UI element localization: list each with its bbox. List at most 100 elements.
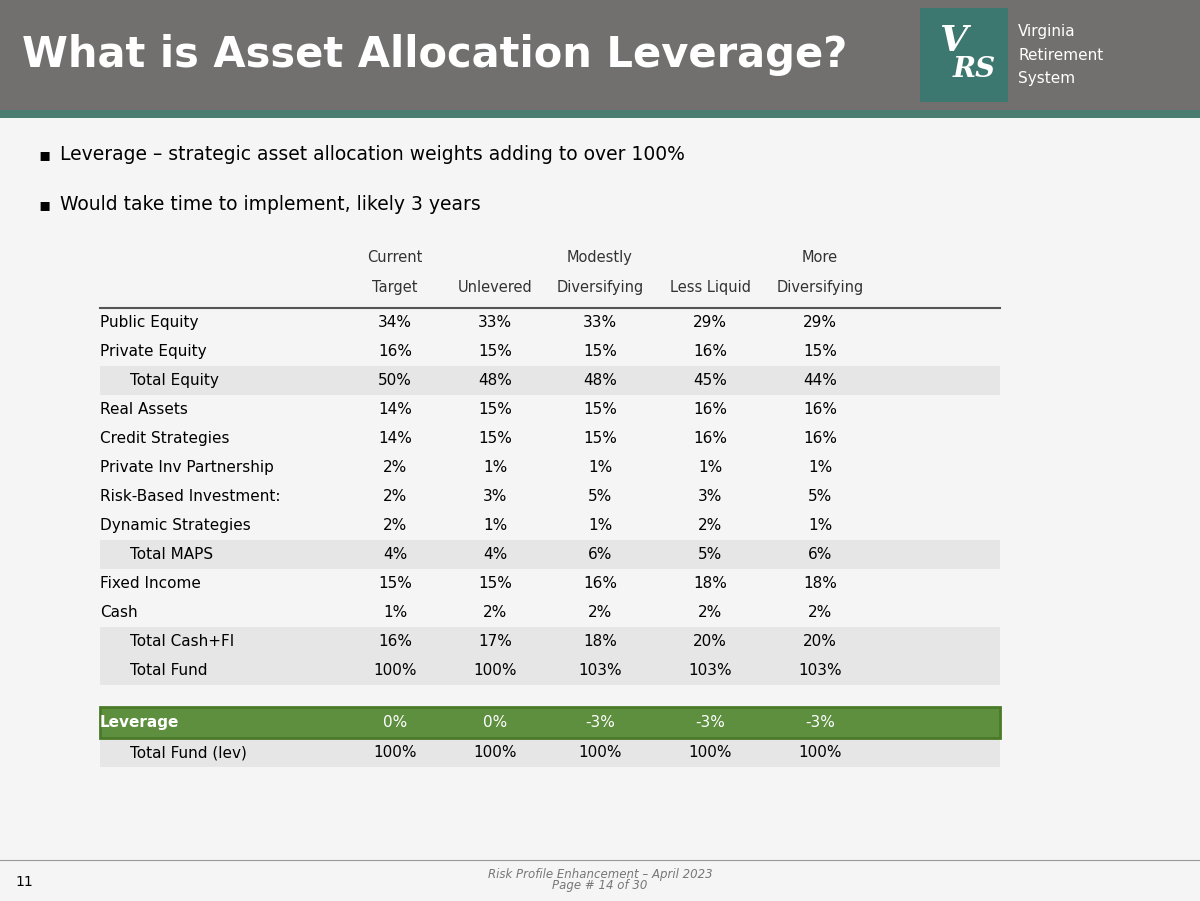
Text: 4%: 4%: [383, 547, 407, 562]
Bar: [920, 8, 1008, 102]
Text: 29%: 29%: [803, 315, 838, 330]
Text: 5%: 5%: [588, 489, 612, 504]
Text: 34%: 34%: [378, 315, 412, 330]
Text: 6%: 6%: [588, 547, 612, 562]
Text: Credit Strategies: Credit Strategies: [100, 431, 229, 446]
Text: -3%: -3%: [805, 715, 835, 730]
Text: 16%: 16%: [583, 576, 617, 591]
Text: -3%: -3%: [586, 715, 614, 730]
Bar: [100, 627, 1000, 656]
Text: 14%: 14%: [378, 431, 412, 446]
Text: 11: 11: [14, 875, 32, 889]
Text: Virginia: Virginia: [1018, 24, 1075, 39]
Text: Risk Profile Enhancement – April 2023: Risk Profile Enhancement – April 2023: [487, 868, 713, 881]
Text: V: V: [940, 24, 967, 58]
Text: 15%: 15%: [478, 431, 512, 446]
Text: 18%: 18%: [583, 634, 617, 649]
Text: 2%: 2%: [383, 518, 407, 533]
Text: 20%: 20%: [803, 634, 836, 649]
Text: Cash: Cash: [100, 605, 138, 620]
Text: 1%: 1%: [808, 518, 832, 533]
Text: System: System: [1018, 71, 1075, 86]
Text: 2%: 2%: [698, 605, 722, 620]
Text: ▪: ▪: [38, 196, 50, 214]
Text: 4%: 4%: [482, 547, 508, 562]
Text: Total Equity: Total Equity: [130, 373, 218, 388]
Text: 45%: 45%: [694, 373, 727, 388]
Text: Leverage – strategic asset allocation weights adding to over 100%: Leverage – strategic asset allocation we…: [60, 145, 685, 165]
Text: 18%: 18%: [694, 576, 727, 591]
Text: 2%: 2%: [383, 489, 407, 504]
Text: Diversifying: Diversifying: [776, 280, 864, 295]
Text: 103%: 103%: [688, 663, 732, 678]
Text: 103%: 103%: [798, 663, 842, 678]
Bar: [100, 540, 1000, 569]
Text: Risk-Based Investment:: Risk-Based Investment:: [100, 489, 281, 504]
Text: More: More: [802, 250, 838, 265]
Text: 15%: 15%: [478, 576, 512, 591]
Text: 50%: 50%: [378, 373, 412, 388]
Text: 100%: 100%: [578, 745, 622, 760]
Text: 5%: 5%: [698, 547, 722, 562]
Bar: [0, 110, 1200, 118]
Text: Total MAPS: Total MAPS: [130, 547, 214, 562]
Text: 1%: 1%: [588, 460, 612, 475]
Text: 16%: 16%: [803, 431, 838, 446]
Text: 15%: 15%: [378, 576, 412, 591]
Text: 100%: 100%: [473, 663, 517, 678]
Text: 100%: 100%: [473, 745, 517, 760]
Text: 2%: 2%: [482, 605, 508, 620]
Text: Unlevered: Unlevered: [457, 280, 533, 295]
Text: Private Equity: Private Equity: [100, 344, 206, 359]
Text: 14%: 14%: [378, 402, 412, 417]
Text: Real Assets: Real Assets: [100, 402, 188, 417]
Text: What is Asset Allocation Leverage?: What is Asset Allocation Leverage?: [22, 34, 847, 76]
Text: 33%: 33%: [583, 315, 617, 330]
Text: 6%: 6%: [808, 547, 832, 562]
Text: 48%: 48%: [478, 373, 512, 388]
Text: 16%: 16%: [694, 344, 727, 359]
Text: Diversifying: Diversifying: [557, 280, 643, 295]
Text: Current: Current: [367, 250, 422, 265]
Text: 48%: 48%: [583, 373, 617, 388]
Text: Total Fund (lev): Total Fund (lev): [130, 745, 247, 760]
Text: Page # 14 of 30: Page # 14 of 30: [552, 879, 648, 892]
Text: 2%: 2%: [808, 605, 832, 620]
Text: 1%: 1%: [808, 460, 832, 475]
Bar: [100, 707, 1000, 738]
Text: 15%: 15%: [583, 402, 617, 417]
Text: 18%: 18%: [803, 576, 836, 591]
Text: Dynamic Strategies: Dynamic Strategies: [100, 518, 251, 533]
Text: 0%: 0%: [482, 715, 508, 730]
Text: 100%: 100%: [689, 745, 732, 760]
Text: 5%: 5%: [808, 489, 832, 504]
Text: 17%: 17%: [478, 634, 512, 649]
Text: Public Equity: Public Equity: [100, 315, 198, 330]
Text: Modestly: Modestly: [568, 250, 632, 265]
Text: 16%: 16%: [378, 344, 412, 359]
Text: -3%: -3%: [695, 715, 725, 730]
Text: 15%: 15%: [583, 344, 617, 359]
Text: 2%: 2%: [588, 605, 612, 620]
Text: Retirement: Retirement: [1018, 48, 1103, 62]
Text: 100%: 100%: [373, 663, 416, 678]
Text: Fixed Income: Fixed Income: [100, 576, 200, 591]
Text: 100%: 100%: [373, 745, 416, 760]
Text: 16%: 16%: [803, 402, 838, 417]
Text: Private Inv Partnership: Private Inv Partnership: [100, 460, 274, 475]
Text: Less Liquid: Less Liquid: [670, 280, 750, 295]
Text: Would take time to implement, likely 3 years: Would take time to implement, likely 3 y…: [60, 196, 481, 214]
Text: 1%: 1%: [588, 518, 612, 533]
Text: Leverage: Leverage: [100, 715, 179, 730]
Text: 3%: 3%: [482, 489, 508, 504]
Text: 2%: 2%: [698, 518, 722, 533]
Text: 15%: 15%: [583, 431, 617, 446]
Text: 20%: 20%: [694, 634, 727, 649]
Text: 1%: 1%: [698, 460, 722, 475]
Text: Total Fund: Total Fund: [130, 663, 208, 678]
Text: 1%: 1%: [383, 605, 407, 620]
Bar: [100, 738, 1000, 767]
Text: 16%: 16%: [694, 402, 727, 417]
Text: ▪: ▪: [38, 146, 50, 164]
Bar: [100, 656, 1000, 685]
